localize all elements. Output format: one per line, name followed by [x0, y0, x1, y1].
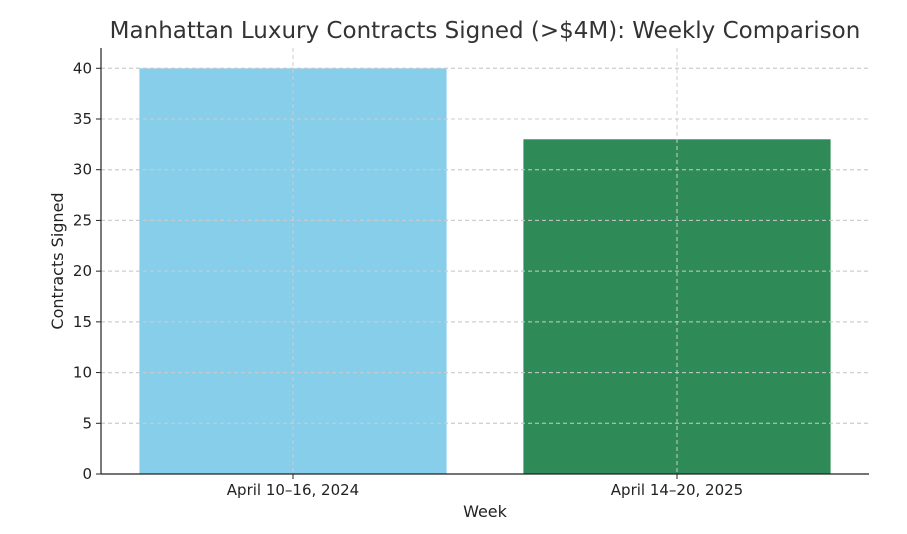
bars: [101, 48, 869, 475]
x-axis-label: Week: [463, 502, 508, 521]
x-tick-label: April 14–20, 2025: [611, 481, 743, 499]
y-tick-label: 10: [73, 364, 92, 382]
y-axis-label: Contracts Signed: [48, 192, 67, 329]
y-tick-label: 20: [73, 262, 92, 280]
y-tick-label: 15: [73, 313, 92, 331]
x-tick-label: April 10–16, 2024: [227, 481, 359, 499]
chart-title: Manhattan Luxury Contracts Signed (>$4M)…: [110, 18, 861, 44]
y-tick-label: 25: [73, 211, 92, 229]
axes: 0 5 10 15 20 25 30 35 40 April 10–16, 2024 April 1…: [73, 48, 869, 499]
y-tick-label: 40: [73, 59, 92, 77]
y-tick-label: 5: [82, 414, 92, 432]
y-tick-label: 35: [73, 110, 92, 128]
y-tick-label: 0: [82, 465, 92, 483]
y-tick-label: 30: [73, 161, 92, 179]
